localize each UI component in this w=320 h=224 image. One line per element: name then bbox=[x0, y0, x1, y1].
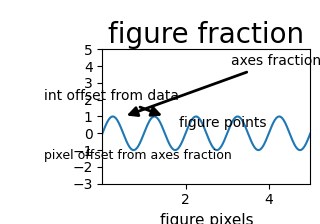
Text: int offset from data: int offset from data bbox=[44, 89, 179, 115]
Title: figure fraction: figure fraction bbox=[108, 21, 304, 49]
Text: pixel offset from axes fraction: pixel offset from axes fraction bbox=[44, 149, 232, 162]
Text: figure points: figure points bbox=[180, 116, 267, 130]
Text: axes fraction: axes fraction bbox=[130, 54, 320, 116]
X-axis label: figure pixels: figure pixels bbox=[160, 213, 253, 224]
